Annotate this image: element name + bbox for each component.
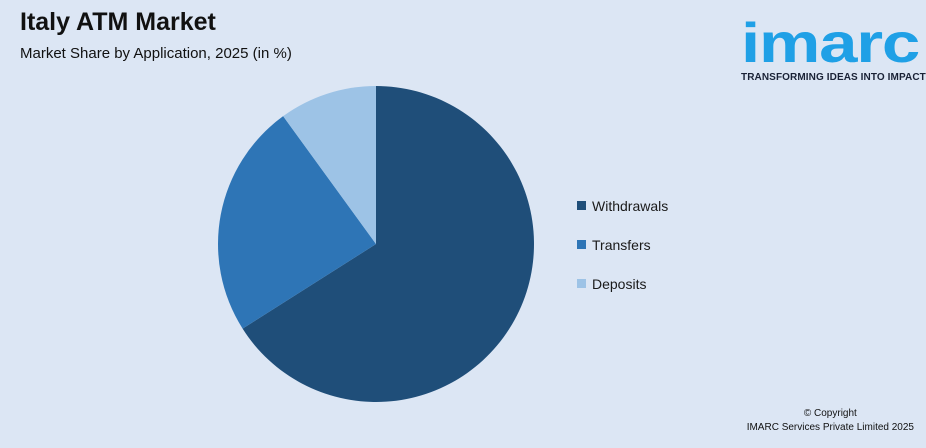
legend-swatch [577, 240, 586, 249]
copyright-company: IMARC Services Private Limited 2025 [746, 422, 914, 433]
imarc-logo: imarc TRANSFORMING IDEAS INTO IMPACT [741, 10, 926, 86]
legend-swatch [577, 279, 586, 288]
legend-label: Withdrawals [592, 197, 669, 214]
imarc-wordmark: imarc [741, 11, 919, 70]
legend-swatch [577, 201, 586, 210]
copyright-notice: © Copyright IMARC Services Private Limit… [747, 407, 914, 435]
logo-tagline: TRANSFORMING IDEAS INTO IMPACT [741, 72, 926, 83]
pie-slice-deposits [283, 86, 376, 244]
legend-item-withdrawals: Withdrawals [577, 186, 668, 225]
copyright-line: © Copyright [803, 408, 857, 419]
chart-legend: Withdrawals Transfers Deposits [577, 186, 668, 303]
pie-slice-withdrawals [242, 86, 534, 403]
legend-item-transfers: Transfers [577, 225, 668, 264]
logo-wordmark-text: imarc [741, 11, 919, 70]
pie-chart [217, 86, 534, 403]
chart-title: Italy ATM Market [20, 8, 216, 36]
pie-slice-transfers [217, 116, 376, 329]
chart-subtitle: Market Share by Application, 2025 (in %) [20, 45, 292, 62]
legend-item-deposits: Deposits [577, 264, 668, 303]
legend-label: Deposits [592, 275, 647, 292]
legend-label: Transfers [592, 236, 651, 253]
